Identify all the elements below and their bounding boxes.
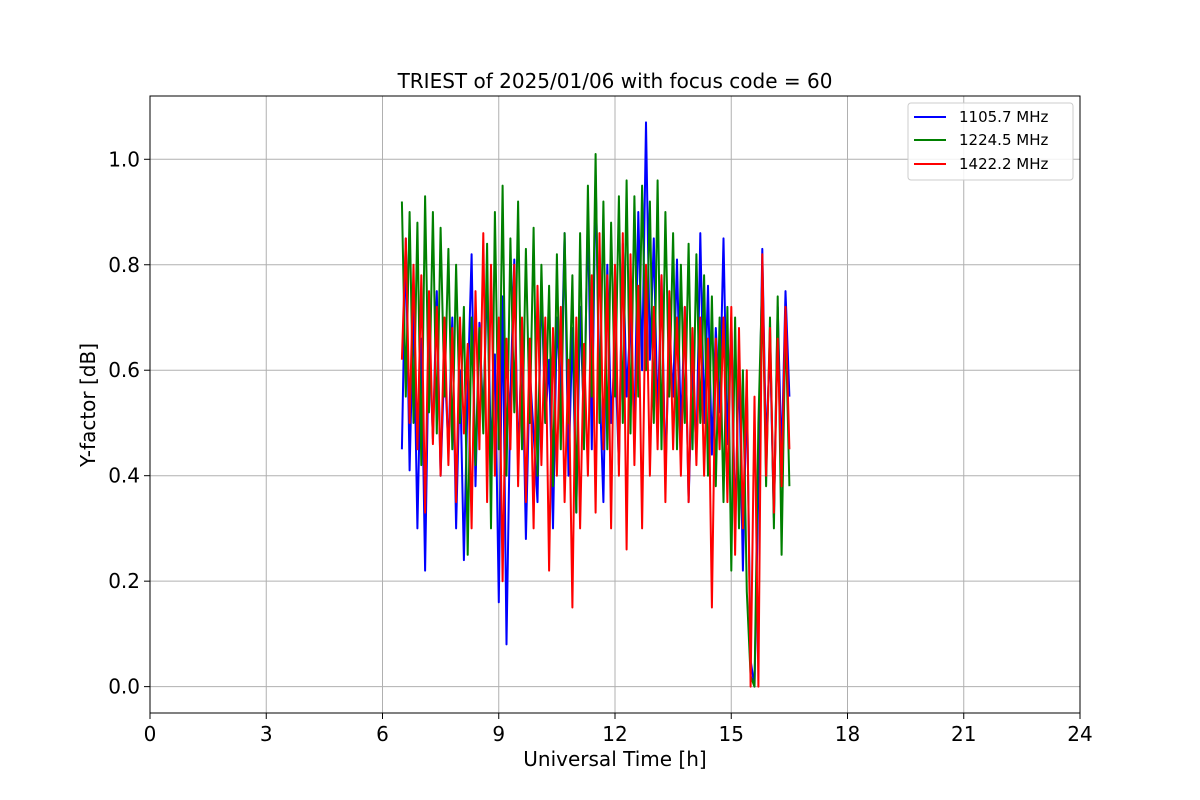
x-axis-label: Universal Time [h] — [523, 747, 706, 771]
x-tick-label: 24 — [1067, 722, 1092, 746]
x-tick-label: 21 — [951, 722, 976, 746]
legend-frame — [907, 102, 1074, 181]
x-tick-label: 3 — [260, 722, 273, 746]
series-lines — [400, 121, 791, 688]
y-tick-label: 0.4 — [108, 464, 140, 488]
series-line-3 — [400, 232, 791, 688]
series-line-2 — [400, 153, 791, 688]
y-axis-label: Y-factor [dB] — [76, 343, 100, 468]
axis-ticks: 0 3 6 9 12 15 18 21 24 0.0 0.2 0.4 0.6 0.8 1.0 — [108, 147, 1093, 746]
y-tick-label: 0.6 — [108, 358, 140, 382]
legend-label-3: 1422.2 MHz — [959, 155, 1048, 173]
legend: 1105.7 MHz 1224.5 MHz 1422.2 MHz — [907, 102, 1074, 181]
legend-label-1: 1105.7 MHz — [959, 108, 1048, 126]
legend-label-2: 1224.5 MHz — [959, 131, 1048, 149]
x-tick-label: 0 — [144, 722, 157, 746]
x-tick-label: 6 — [376, 722, 389, 746]
chart-title: TRIEST of 2025/01/06 with focus code = 6… — [397, 69, 833, 93]
x-tick-label: 9 — [492, 722, 505, 746]
y-tick-label: 0.2 — [108, 569, 140, 593]
y-tick-label: 0.0 — [108, 675, 140, 699]
grid-lines — [149, 96, 1081, 713]
y-tick-label: 1.0 — [108, 147, 140, 171]
x-tick-label: 18 — [835, 722, 860, 746]
x-tick-label: 15 — [719, 722, 744, 746]
x-tick-label: 12 — [602, 722, 627, 746]
y-tick-label: 0.8 — [108, 253, 140, 277]
